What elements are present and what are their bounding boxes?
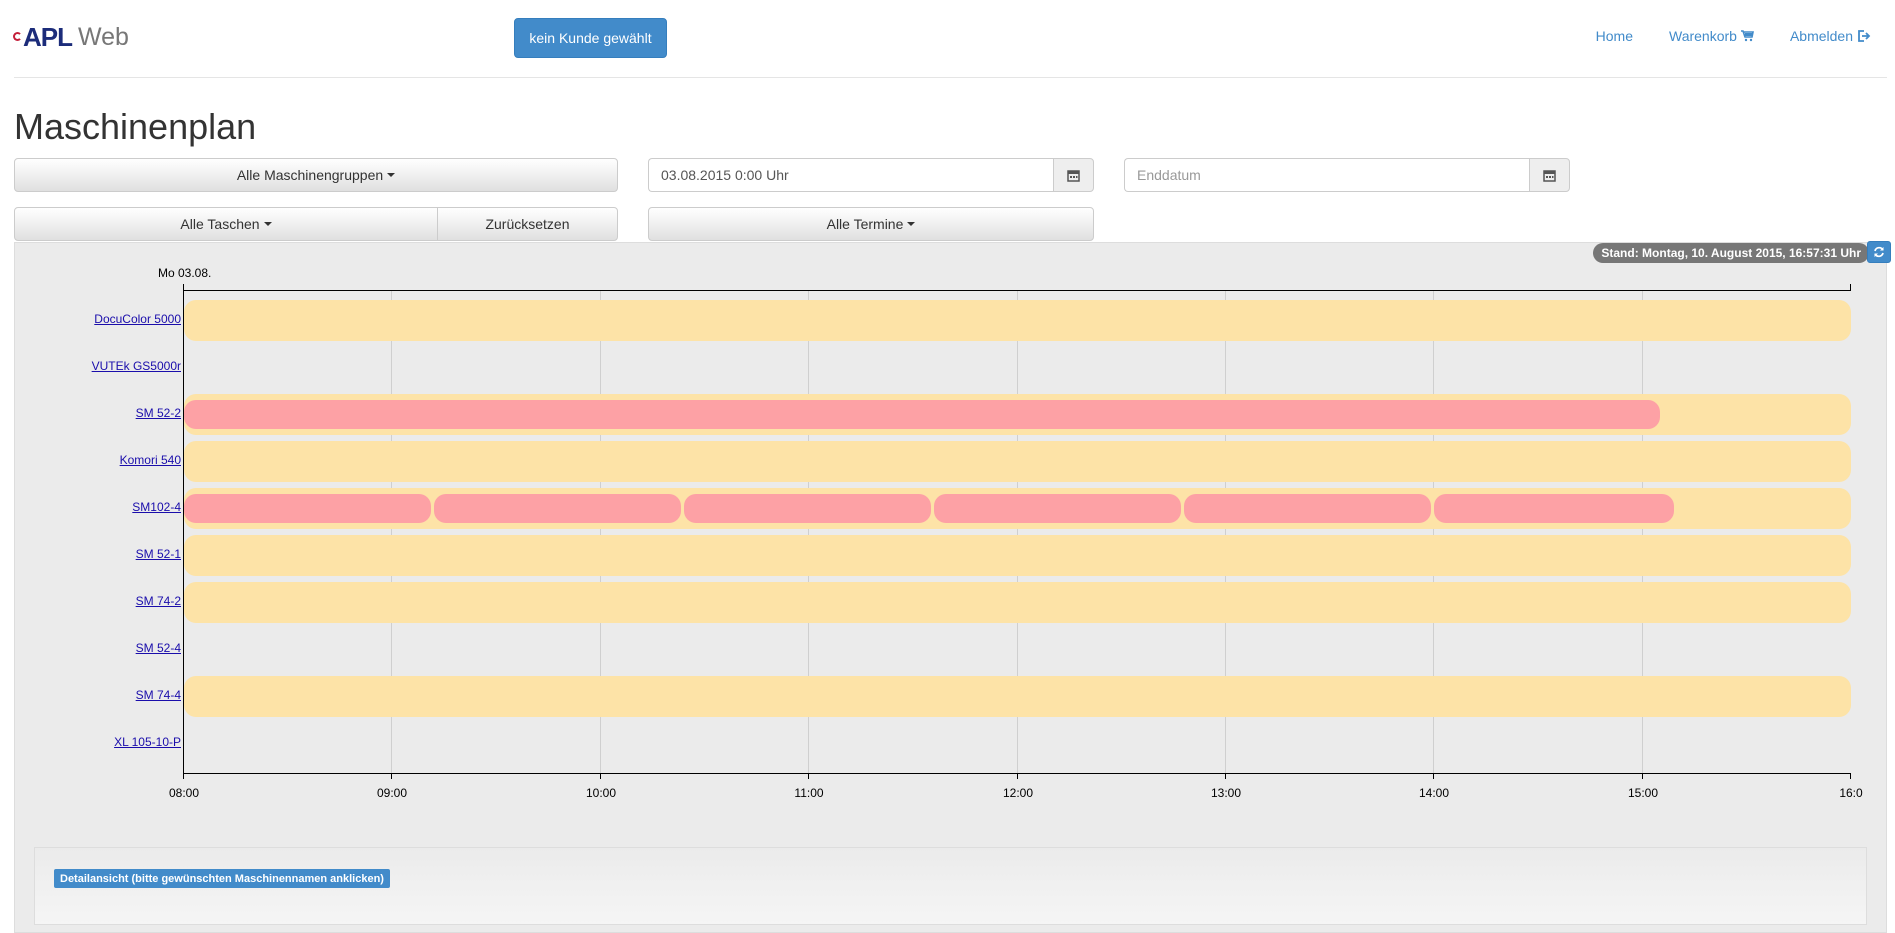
machine-link[interactable]: SM 52-4 <box>135 641 181 655</box>
axis-tick <box>808 773 809 779</box>
axis-tick <box>183 773 184 779</box>
job-bar[interactable] <box>934 494 1181 523</box>
gridline <box>1225 291 1226 773</box>
tick-label: 08:00 <box>168 786 200 800</box>
appointments-dropdown[interactable]: Alle Termine <box>648 207 1094 241</box>
logout-icon <box>1858 30 1871 42</box>
machine-group-dropdown[interactable]: Alle Maschinengruppen <box>14 158 618 192</box>
machine-link[interactable]: DocuColor 5000 <box>94 312 181 326</box>
axis-tick <box>1850 773 1851 779</box>
axis-tick <box>391 773 392 779</box>
axis-top-tick <box>1850 284 1851 291</box>
axis-left <box>183 290 184 774</box>
caret-down-icon <box>387 173 396 177</box>
nav-home-link[interactable]: Home <box>1595 28 1633 44</box>
machine-link[interactable]: SM 74-4 <box>135 688 181 702</box>
machine-link[interactable]: SM102-4 <box>132 500 181 514</box>
tick-label: 15:00 <box>1627 786 1659 800</box>
job-bar[interactable] <box>184 494 431 523</box>
caret-down-icon <box>907 222 916 226</box>
axis-top <box>183 290 1851 291</box>
availability-bar <box>184 535 1851 576</box>
bags-dropdown[interactable]: Alle Taschen <box>14 207 438 241</box>
detail-label: Detailansicht (bitte gewünschten Maschin… <box>54 869 390 888</box>
refresh-icon <box>1874 246 1884 258</box>
machine-link[interactable]: SM 52-2 <box>135 406 181 420</box>
machine-link[interactable]: XL 105-10-P <box>114 735 181 749</box>
machine-link[interactable]: SM 74-2 <box>135 594 181 608</box>
job-bar[interactable] <box>1184 494 1431 523</box>
axis-tick <box>1017 773 1018 779</box>
axis-tick <box>600 773 601 779</box>
nav-logout-link[interactable]: Abmelden <box>1790 28 1871 44</box>
tick-label: 10:00 <box>585 786 617 800</box>
tick-label: 16:0 <box>1839 786 1863 800</box>
availability-bar <box>184 441 1851 482</box>
machine-link[interactable]: SM 52-1 <box>135 547 181 561</box>
refresh-button[interactable] <box>1867 241 1891 263</box>
apl-logo: APL <box>13 22 73 53</box>
availability-bar <box>184 676 1851 717</box>
tick-label: 13:00 <box>1210 786 1242 800</box>
brand-sub: Web <box>78 22 129 51</box>
availability-bar <box>184 300 1851 341</box>
gridline <box>1433 291 1434 773</box>
gridline <box>808 291 809 773</box>
start-date-calendar-button[interactable] <box>1053 158 1094 192</box>
availability-bar <box>184 582 1851 623</box>
navbar: APL Web kein Kunde gewählt Home Warenkor… <box>0 0 1895 78</box>
gridline <box>1642 291 1643 773</box>
axis-tick <box>1225 773 1226 779</box>
start-date-group: 03.08.2015 0:00 Uhr <box>648 158 1094 192</box>
gridline <box>600 291 601 773</box>
calendar-icon <box>1067 169 1080 182</box>
status-badge: Stand: Montag, 10. August 2015, 16:57:31… <box>1593 243 1869 263</box>
calendar-icon <box>1543 169 1556 182</box>
job-bar[interactable] <box>684 494 931 523</box>
tick-label: 11:00 <box>794 786 824 800</box>
end-date-group: Enddatum <box>1124 158 1570 192</box>
job-bar[interactable] <box>184 400 1660 429</box>
machine-link[interactable]: Komori 540 <box>119 453 181 467</box>
axis-bottom <box>183 773 1851 774</box>
start-date-input[interactable]: 03.08.2015 0:00 Uhr <box>648 158 1053 192</box>
axis-tick <box>1433 773 1434 779</box>
cart-icon <box>1740 30 1754 42</box>
gridline <box>1017 291 1018 773</box>
tick-label: 09:00 <box>376 786 408 800</box>
end-date-input[interactable]: Enddatum <box>1124 158 1529 192</box>
nav-divider <box>14 77 1887 78</box>
nav-cart-link[interactable]: Warenkorb <box>1669 28 1754 44</box>
end-date-calendar-button[interactable] <box>1529 158 1570 192</box>
page-title: Maschinenplan <box>14 106 257 147</box>
job-bar[interactable] <box>434 494 681 523</box>
gridline <box>391 291 392 773</box>
tick-label: 12:00 <box>1002 786 1034 800</box>
customer-select-button[interactable]: kein Kunde gewählt <box>514 18 667 58</box>
caret-down-icon <box>263 222 272 226</box>
machine-link[interactable]: VUTEk GS5000r <box>91 359 181 373</box>
job-bar[interactable] <box>1434 494 1674 523</box>
timeline-date-label: Mo 03.08. <box>158 266 212 280</box>
axis-tick <box>1642 773 1643 779</box>
brand-logo[interactable]: APL Web <box>13 22 129 52</box>
tick-label: 14:00 <box>1418 786 1450 800</box>
reset-button[interactable]: Zurücksetzen <box>437 207 618 241</box>
nav-links: Home Warenkorb Abmelden <box>1560 28 1871 44</box>
axis-top-tick <box>183 284 184 291</box>
